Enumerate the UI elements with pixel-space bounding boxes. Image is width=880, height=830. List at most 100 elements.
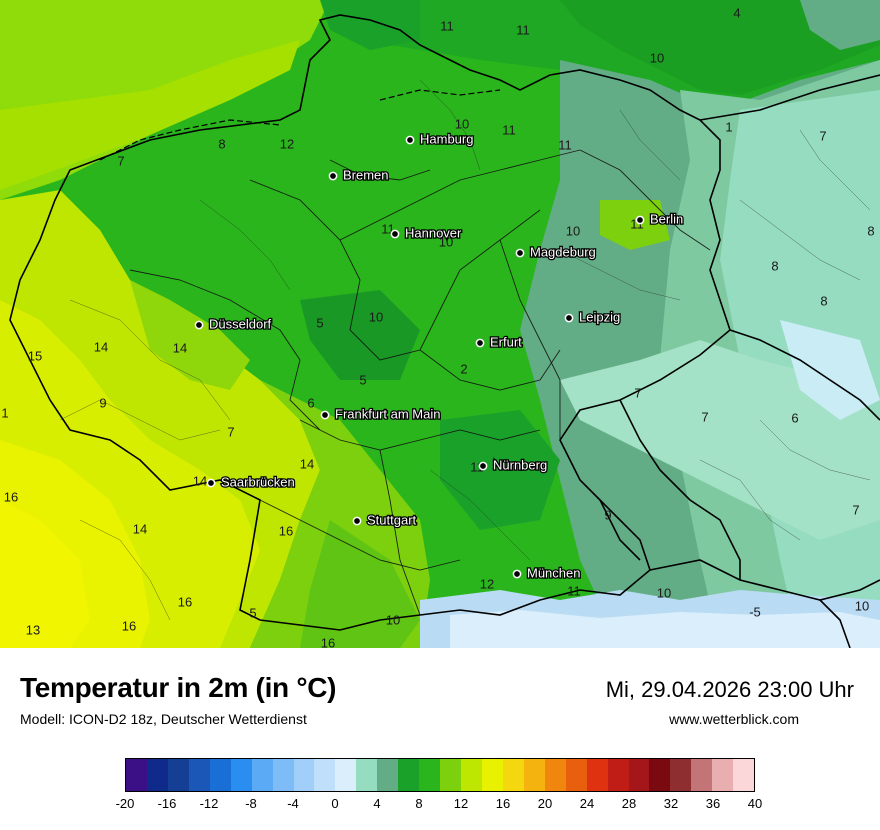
city-marker[interactable]: Bremen — [328, 166, 390, 184]
legend-swatch — [481, 759, 503, 791]
temperature-value-label: 10 — [855, 598, 869, 613]
city-marker[interactable]: Nürnberg — [478, 456, 549, 474]
temperature-value-label: 8 — [820, 293, 827, 308]
legend-tick-label: -4 — [287, 796, 299, 811]
city-dot — [328, 171, 338, 181]
district-borders — [59, 79, 871, 621]
temperature-value-label: 7 — [634, 385, 641, 400]
city-marker[interactable]: Stuttgart — [352, 511, 418, 529]
legend-swatch — [398, 759, 420, 791]
city-marker[interactable]: Frankfurt am Main — [320, 405, 442, 423]
legend-tick-label: -12 — [199, 796, 219, 811]
city-marker[interactable]: Berlin — [635, 210, 685, 228]
temperature-value-label: 7 — [852, 502, 859, 517]
temperature-value-label: 1 — [1, 405, 8, 420]
city-marker[interactable]: Düsseldorf — [194, 315, 273, 333]
state-borders — [129, 149, 711, 616]
temperature-value-label: 16 — [178, 594, 192, 609]
legend-swatch — [670, 759, 692, 791]
city-name-label: Bremen — [343, 167, 389, 182]
legend-tick-label: 8 — [415, 796, 423, 811]
city-name-label: Frankfurt am Main — [335, 406, 440, 421]
legend-swatch — [691, 759, 713, 791]
temperature-value-label: 12 — [480, 576, 494, 591]
temperature-value-label: 6 — [791, 410, 798, 425]
forecast-datetime: Mi, 29.04.2026 23:00 Uhr — [605, 677, 854, 702]
temperature-value-label: 16 — [122, 618, 136, 633]
city-marker[interactable]: Magdeburg — [515, 243, 597, 261]
legend-swatch — [502, 759, 524, 791]
legend-swatch — [523, 759, 545, 791]
temperature-value-label: 10 — [439, 234, 453, 249]
legend-swatch — [565, 759, 587, 791]
city-dot — [515, 248, 525, 258]
city-name-label: Erfurt — [490, 334, 522, 349]
city-dot — [475, 338, 485, 348]
map-title: Temperatur in 2m (in °C) — [20, 672, 337, 703]
legend-swatch — [649, 759, 671, 791]
temperature-value-label: 14 — [133, 521, 147, 536]
legend-swatch — [126, 759, 147, 791]
city-marker[interactable]: Leipzig — [564, 308, 622, 326]
legend-swatch — [628, 759, 650, 791]
legend-tick-label: 24 — [579, 796, 595, 811]
city-marker[interactable]: München — [512, 564, 582, 582]
coastlines — [99, 89, 501, 161]
temperature-value-label: 1 — [725, 119, 732, 134]
legend-tick-label: 0 — [331, 796, 339, 811]
legend-swatch — [544, 759, 566, 791]
temperature-value-label: 16 — [321, 635, 335, 648]
city-name-label: Magdeburg — [530, 244, 596, 259]
temperature-value-label: 9 — [99, 395, 106, 410]
city-dot — [564, 313, 574, 323]
temperature-value-label: 6 — [307, 395, 314, 410]
temperature-value-label: 11 — [502, 122, 516, 137]
temperature-value-label: 9 — [604, 507, 611, 522]
color-legend-bar — [125, 758, 755, 792]
legend-swatch — [356, 759, 378, 791]
legend-swatch — [335, 759, 357, 791]
legend-tick-label: 32 — [663, 796, 679, 811]
city-dot — [478, 461, 488, 471]
city-name-label: Leipzig — [579, 309, 620, 324]
temperature-value-label: 7 — [701, 409, 708, 424]
website-link[interactable]: www.wetterblick.com — [669, 711, 799, 727]
legend-swatch — [712, 759, 734, 791]
temperature-value-label: 7 — [117, 153, 124, 168]
temperature-value-label: 16 — [4, 489, 18, 504]
city-dot — [320, 410, 330, 420]
temperature-value-label: 10 — [386, 612, 400, 627]
city-marker[interactable]: Saarbrücken — [206, 473, 296, 491]
temperature-value-label: 10 — [657, 585, 671, 600]
temperature-value-label: 7 — [819, 128, 826, 143]
temperature-value-label: 11 — [567, 583, 581, 598]
city-marker[interactable]: Hannover — [390, 224, 463, 242]
legend-swatch — [272, 759, 294, 791]
legend-swatch — [188, 759, 210, 791]
legend-swatch — [167, 759, 189, 791]
temperature-value-label: 2 — [460, 361, 467, 376]
temperature-map[interactable]: 4 11 11 10 10 11 1 7 8 12 11 7 10 11 10 11 8 8 8 10 5 15 14 14 2… — [0, 0, 880, 648]
legend-tick-label: -20 — [115, 796, 135, 811]
temperature-value-label: 10 — [369, 309, 383, 324]
temperature-value-label: 5 — [316, 315, 323, 330]
legend-swatch — [419, 759, 441, 791]
temperature-value-label: 16 — [279, 523, 293, 538]
city-marker[interactable]: Erfurt — [475, 333, 523, 351]
city-dot — [635, 215, 645, 225]
legend-swatch — [461, 759, 482, 791]
city-marker[interactable]: Hamburg — [405, 130, 475, 148]
temperature-value-label: 8 — [771, 258, 778, 273]
city-name-label: Berlin — [650, 211, 683, 226]
temperature-value-label: 15 — [28, 348, 42, 363]
temperature-value-label: 14 — [173, 340, 187, 355]
temperature-value-label: 10 — [566, 223, 580, 238]
temperature-value-label: 14 — [94, 339, 108, 354]
legend-tick-label: 36 — [705, 796, 721, 811]
temperature-value-label: 13 — [26, 622, 40, 637]
temperature-value-label: 8 — [218, 136, 225, 151]
legend-tick-label: 4 — [373, 796, 381, 811]
temperature-value-label: 12 — [280, 136, 294, 151]
temperature-value-label: 14 — [193, 473, 207, 488]
